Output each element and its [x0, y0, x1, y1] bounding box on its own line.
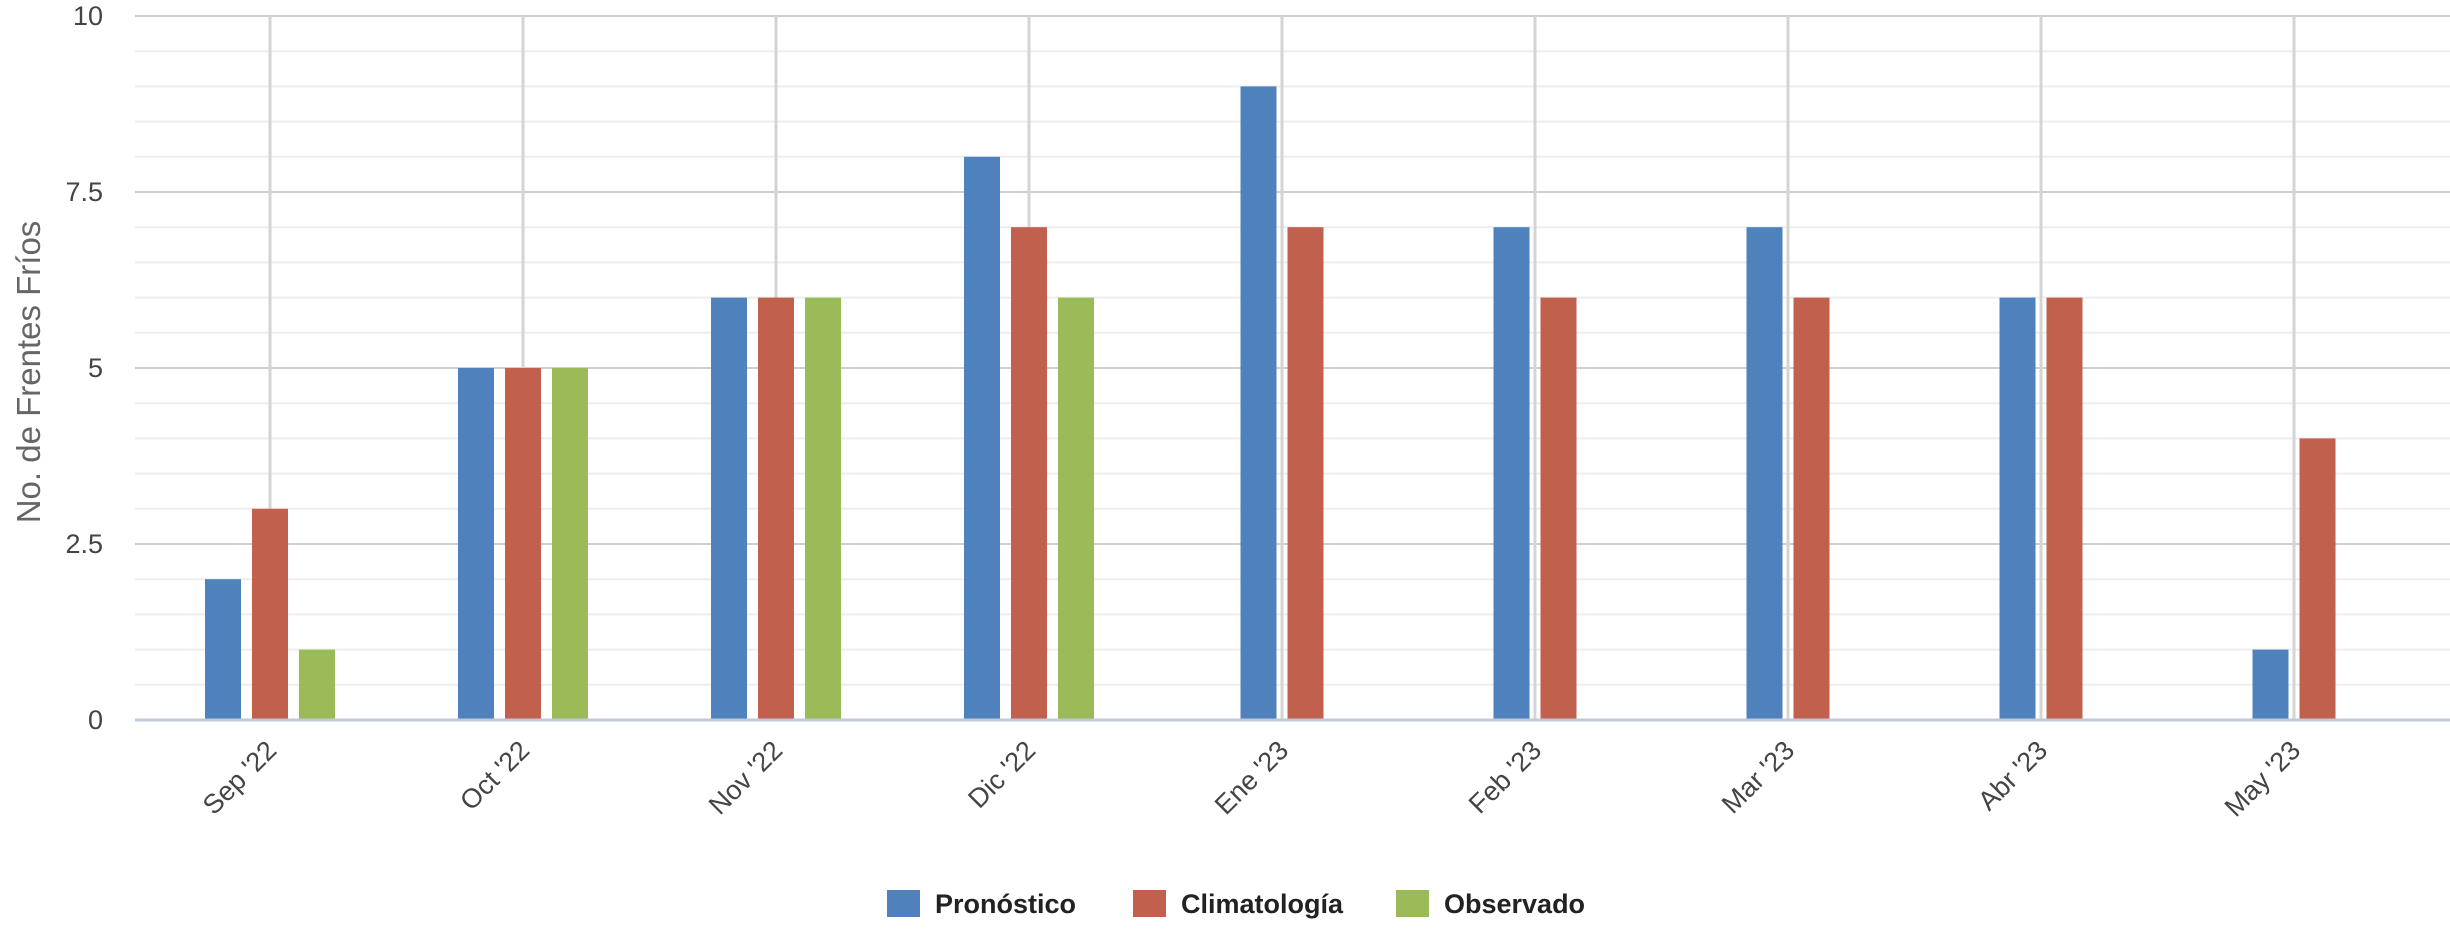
bar-Observado-Dic '22[interactable]: [1058, 297, 1094, 720]
legend-swatch: [1133, 890, 1166, 917]
bar-Pronóstico-Feb '23[interactable]: [1493, 227, 1530, 720]
y-tick-label: 2.5: [65, 529, 103, 559]
y-tick-label: 5: [88, 353, 103, 383]
y-tick-label: 0: [88, 705, 103, 735]
y-tick-label: 7.5: [65, 177, 103, 207]
x-tick-label: Dic '22: [962, 735, 1041, 814]
legend-item-Climatología[interactable]: Climatología: [1133, 889, 1344, 919]
x-tick-label: Abr '23: [1972, 735, 2053, 816]
bar-Observado-Nov '22[interactable]: [805, 297, 841, 720]
x-tick-label: Nov '22: [703, 735, 788, 820]
bar-Pronóstico-Oct '22[interactable]: [458, 368, 494, 720]
y-axis-ticks: 0 2.5 5 7.5 10: [65, 1, 103, 735]
bar-Climatología-Abr '23[interactable]: [2046, 297, 2083, 720]
bar-Pronóstico-Mar '23[interactable]: [1746, 227, 1783, 720]
bar-Climatología-Sep '22[interactable]: [252, 508, 288, 720]
legend-item-Pronóstico[interactable]: Pronóstico: [887, 889, 1076, 919]
legend-label: Observado: [1444, 889, 1585, 919]
x-axis-ticks: Sep '22 Oct '22 Nov '22 Dic '22 Ene '23 Feb '…: [197, 735, 2306, 822]
y-tick-label: 10: [73, 1, 103, 31]
x-tick-label: May '23: [2219, 735, 2306, 822]
legend-swatch: [887, 890, 920, 917]
bar-Climatología-Mar '23[interactable]: [1793, 297, 1830, 720]
x-tick-label: Sep '22: [197, 735, 282, 820]
x-tick-label: Feb '23: [1463, 735, 1547, 819]
bars: [205, 86, 2336, 721]
bar-Pronóstico-Sep '22[interactable]: [205, 579, 241, 720]
bar-Climatología-May '23[interactable]: [2299, 438, 2336, 720]
legend-label: Pronóstico: [935, 889, 1076, 919]
x-tick-label: Ene '23: [1209, 735, 1294, 820]
bar-Pronóstico-Abr '23[interactable]: [1999, 297, 2036, 720]
bar-Observado-Oct '22[interactable]: [552, 368, 588, 720]
bar-Climatología-Nov '22[interactable]: [758, 297, 794, 720]
legend: Pronóstico Climatología Observado: [887, 889, 1585, 919]
bar-Climatología-Oct '22[interactable]: [505, 368, 541, 720]
bar-Pronóstico-Nov '22[interactable]: [711, 297, 747, 720]
bar-Pronóstico-Ene '23[interactable]: [1240, 86, 1277, 720]
bar-Climatología-Dic '22[interactable]: [1011, 227, 1047, 720]
bar-Climatología-Feb '23[interactable]: [1540, 297, 1577, 720]
x-tick-label: Mar '23: [1716, 735, 1800, 819]
bar-Climatología-Ene '23[interactable]: [1287, 227, 1324, 720]
legend-label: Climatología: [1181, 889, 1344, 919]
legend-item-Observado[interactable]: Observado: [1396, 889, 1585, 919]
legend-swatch: [1396, 890, 1429, 917]
bar-Pronóstico-Dic '22[interactable]: [964, 156, 1000, 721]
y-axis-label: No. de Frentes Fríos: [10, 221, 47, 524]
bar-Pronóstico-May '23[interactable]: [2252, 649, 2289, 720]
bar-Observado-Sep '22[interactable]: [299, 649, 335, 720]
x-tick-label: Oct '22: [454, 735, 535, 816]
